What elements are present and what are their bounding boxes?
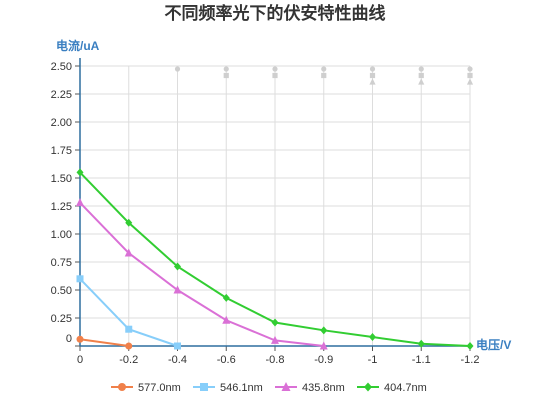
axes [75, 58, 471, 351]
y-tick-label: 1.25 [51, 201, 72, 213]
ghost-marker [466, 78, 474, 85]
chart-title: 不同频率光下的伏安特性曲线 [165, 3, 386, 23]
data-point [417, 339, 425, 348]
data-point [76, 335, 84, 343]
data-point [173, 285, 182, 294]
data-point [222, 315, 231, 324]
grid [80, 65, 471, 346]
legend-label: 435.8nm [302, 382, 345, 394]
y-tick-label: 0.25 [51, 313, 72, 325]
y-tick-label: 1.50 [51, 173, 72, 185]
data-point [320, 326, 328, 335]
ghost-marker [418, 72, 424, 79]
series-line [79, 338, 129, 347]
legend-item[interactable]: 404.7nm [357, 382, 427, 394]
x-tick-label: -0.8 [266, 354, 285, 366]
data-point [174, 342, 181, 350]
x-tick-label: 0 [77, 354, 83, 366]
x-tick-label: -1 [368, 354, 378, 366]
legend-label: 546.1nm [220, 382, 263, 394]
data-point [466, 342, 474, 350]
y-tick-label: 0 [66, 333, 72, 345]
x-tick-label: -1.1 [412, 354, 431, 366]
legend-item[interactable]: 546.1nm [193, 382, 263, 394]
y-axis-label: 电流/uA [56, 38, 100, 53]
y-tick-label: 0.50 [51, 285, 72, 297]
data-point [76, 275, 84, 283]
ghost-marker [321, 66, 327, 72]
series-435.8nm [76, 198, 328, 350]
legend-item[interactable]: 577.0nm [111, 382, 181, 394]
y-tick-label: 2.25 [51, 89, 72, 101]
x-tick-label: -0.2 [119, 354, 138, 366]
series-546.1nm [76, 275, 181, 350]
ghost-marker [272, 66, 278, 72]
data-point [124, 248, 133, 257]
series-line [79, 201, 324, 347]
series-577.0nm [76, 335, 133, 350]
y-tick-label: 0.75 [51, 257, 72, 269]
ghost-marker [467, 72, 473, 79]
data-point [319, 341, 328, 350]
y-tick-label: 2.50 [51, 61, 72, 73]
y-tick-label: 1.00 [51, 229, 72, 241]
data-point [271, 318, 279, 327]
x-tick-label: -0.9 [314, 354, 333, 366]
x-tick-label: -0.6 [217, 354, 236, 366]
x-axis-label: 电压/V [476, 337, 511, 352]
ghost-marker [174, 66, 181, 72]
y-tick-label: 2.00 [51, 117, 72, 129]
data-point [76, 168, 84, 177]
ghost-marker [418, 66, 424, 72]
data-point [369, 333, 376, 342]
ghost-marker [272, 72, 278, 79]
data-point [125, 342, 133, 350]
legend-marker [200, 383, 208, 391]
legend-marker [364, 382, 372, 392]
data-point [125, 325, 133, 333]
ghost-marker [369, 72, 376, 79]
legend[interactable]: 577.0nm 546.1nm 435.8nm 404.7nm [111, 382, 427, 394]
x-tick-label: -1.2 [461, 354, 480, 366]
ghost-markers [174, 66, 474, 85]
legend-marker [281, 382, 291, 391]
data-point [222, 293, 230, 302]
ghost-marker [467, 66, 473, 72]
ghost-marker [369, 78, 376, 85]
legend-item[interactable]: 435.8nm [275, 382, 345, 394]
ghost-marker [369, 66, 376, 72]
y-tick-label: 1.75 [51, 145, 72, 157]
ghost-marker [418, 78, 425, 85]
tick-labels: 0 0.25 0.50 0.75 1.00 1.25 1.50 1.75 2.00 2.25 2.5… [51, 61, 480, 366]
legend-marker [118, 383, 126, 391]
ghost-marker [223, 72, 229, 79]
ghost-marker [321, 72, 327, 79]
x-tick-label: -0.4 [168, 354, 187, 366]
legend-label: 577.0nm [138, 382, 181, 394]
data-point [125, 218, 133, 227]
legend-label: 404.7nm [384, 382, 427, 394]
series-404.7nm [76, 168, 474, 350]
ghost-marker [223, 66, 229, 72]
data-point [271, 335, 279, 344]
data-point [76, 198, 84, 207]
data-point [174, 262, 181, 271]
series-group [76, 168, 474, 350]
